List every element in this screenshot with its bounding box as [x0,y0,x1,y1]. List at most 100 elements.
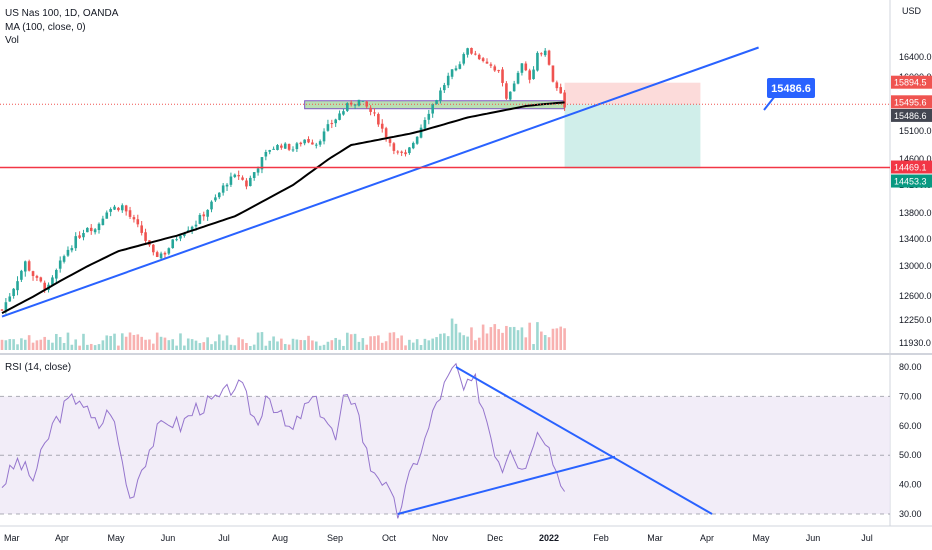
price-axis-tick: 13800.0 [899,208,932,218]
volume-bar [16,344,19,350]
volume-bar [35,340,39,350]
candle-body [543,50,547,56]
volume-bar [62,342,66,350]
volume-bar [144,339,147,350]
candle-body [58,260,62,269]
candle-body [303,139,306,144]
rsi-legend: RSI (14, close) [5,362,71,373]
volume-bar [221,340,225,350]
price-axis-tick: 11930.0 [899,338,931,348]
price-label-target: 14453.3 [894,177,927,187]
candle-body [443,85,446,91]
volume-bar [55,333,58,350]
volume-bar [175,345,178,350]
time-axis-tick: Jul [218,533,230,543]
volume-bar [540,331,543,350]
volume-bar [528,322,531,350]
candle-body [555,82,559,89]
volume-bar [303,340,306,350]
candle-body [210,201,213,210]
candle-body [202,214,206,217]
volume-bar [39,339,43,350]
candle-body [12,288,15,297]
candle-body [334,119,337,124]
volume-bar [58,337,62,350]
candle-body [8,296,12,302]
volume-bar [117,345,120,350]
volume-bar [264,345,268,350]
volume-bar [454,323,458,350]
volume-bar [190,339,194,350]
volume-bar [326,341,330,350]
candle-body [547,50,551,65]
candle-body [353,104,357,106]
price-axis-tick: 13400.0 [899,234,932,244]
volume-bar [295,339,299,350]
volume-bar [477,337,481,350]
rsi-line [1,362,566,519]
time-axis-tick: Apr [55,533,69,543]
candle-body [384,128,388,139]
ma-legend: MA (100, close, 0) [5,22,86,33]
price-axis-tick: 14600.0 [899,154,932,164]
volume-bar [334,337,337,350]
volume-bar [505,325,508,350]
candle-body [512,83,516,92]
candle-body [136,219,140,225]
volume-bar [120,333,124,350]
callout-label: 15486.6 [771,83,811,95]
price-axis-tick: 13000.0 [899,261,932,271]
price-trendline [1,46,759,318]
volume-bar [86,344,89,350]
volume-bar [563,328,566,350]
candle-body [377,114,380,125]
price-axis-tick: 15100.0 [899,126,932,136]
price-label-bg [891,108,932,122]
price-axis-tick: 12250.0 [899,315,932,325]
rsi-axis-tick: 80.00 [899,362,922,372]
volume-bar [547,337,551,350]
candle-body [505,83,508,99]
volume-bar [217,334,221,350]
symbol-title: US Nas 100, 1D, OANDA [5,8,119,19]
volume-bar [474,340,477,350]
candle-body [86,227,89,233]
time-axis-tick: Jul [861,533,873,543]
volume-bar [4,340,8,350]
volume-bar [365,344,369,350]
candle-body [283,143,287,149]
volume-bar [427,340,431,350]
candle-body [408,147,411,154]
volume-bar [419,345,423,350]
candle-body [101,218,105,226]
candle-body [132,217,136,220]
rsi-axis-tick: 70.00 [899,391,922,401]
candle-body [124,205,128,212]
candle-body [322,131,326,142]
candle-body [431,103,434,114]
volume-bar [532,344,535,350]
volume-bar [559,326,563,350]
time-axis-tick: Sep [327,533,343,543]
stop-loss-zone [564,82,701,105]
volume-bar [512,326,516,350]
volume-bar [287,344,291,350]
candle-body [152,244,155,253]
vol-legend: Vol [5,35,19,46]
volume-bar [497,329,500,350]
candle-body [155,252,159,257]
price-overlays [0,46,890,318]
trendline-callout[interactable]: 15486.6 [763,78,815,111]
volume-bar [380,342,384,350]
candle-body [501,69,504,83]
candle-body [256,168,260,173]
volume-bar [458,332,462,350]
candle-body [280,145,283,148]
volume-bar [78,345,81,350]
volume-bar [89,343,93,350]
time-axis-tick: Mar [4,533,20,543]
candle-body [349,102,353,105]
volume-bar [210,344,213,350]
candle-body [260,157,264,170]
